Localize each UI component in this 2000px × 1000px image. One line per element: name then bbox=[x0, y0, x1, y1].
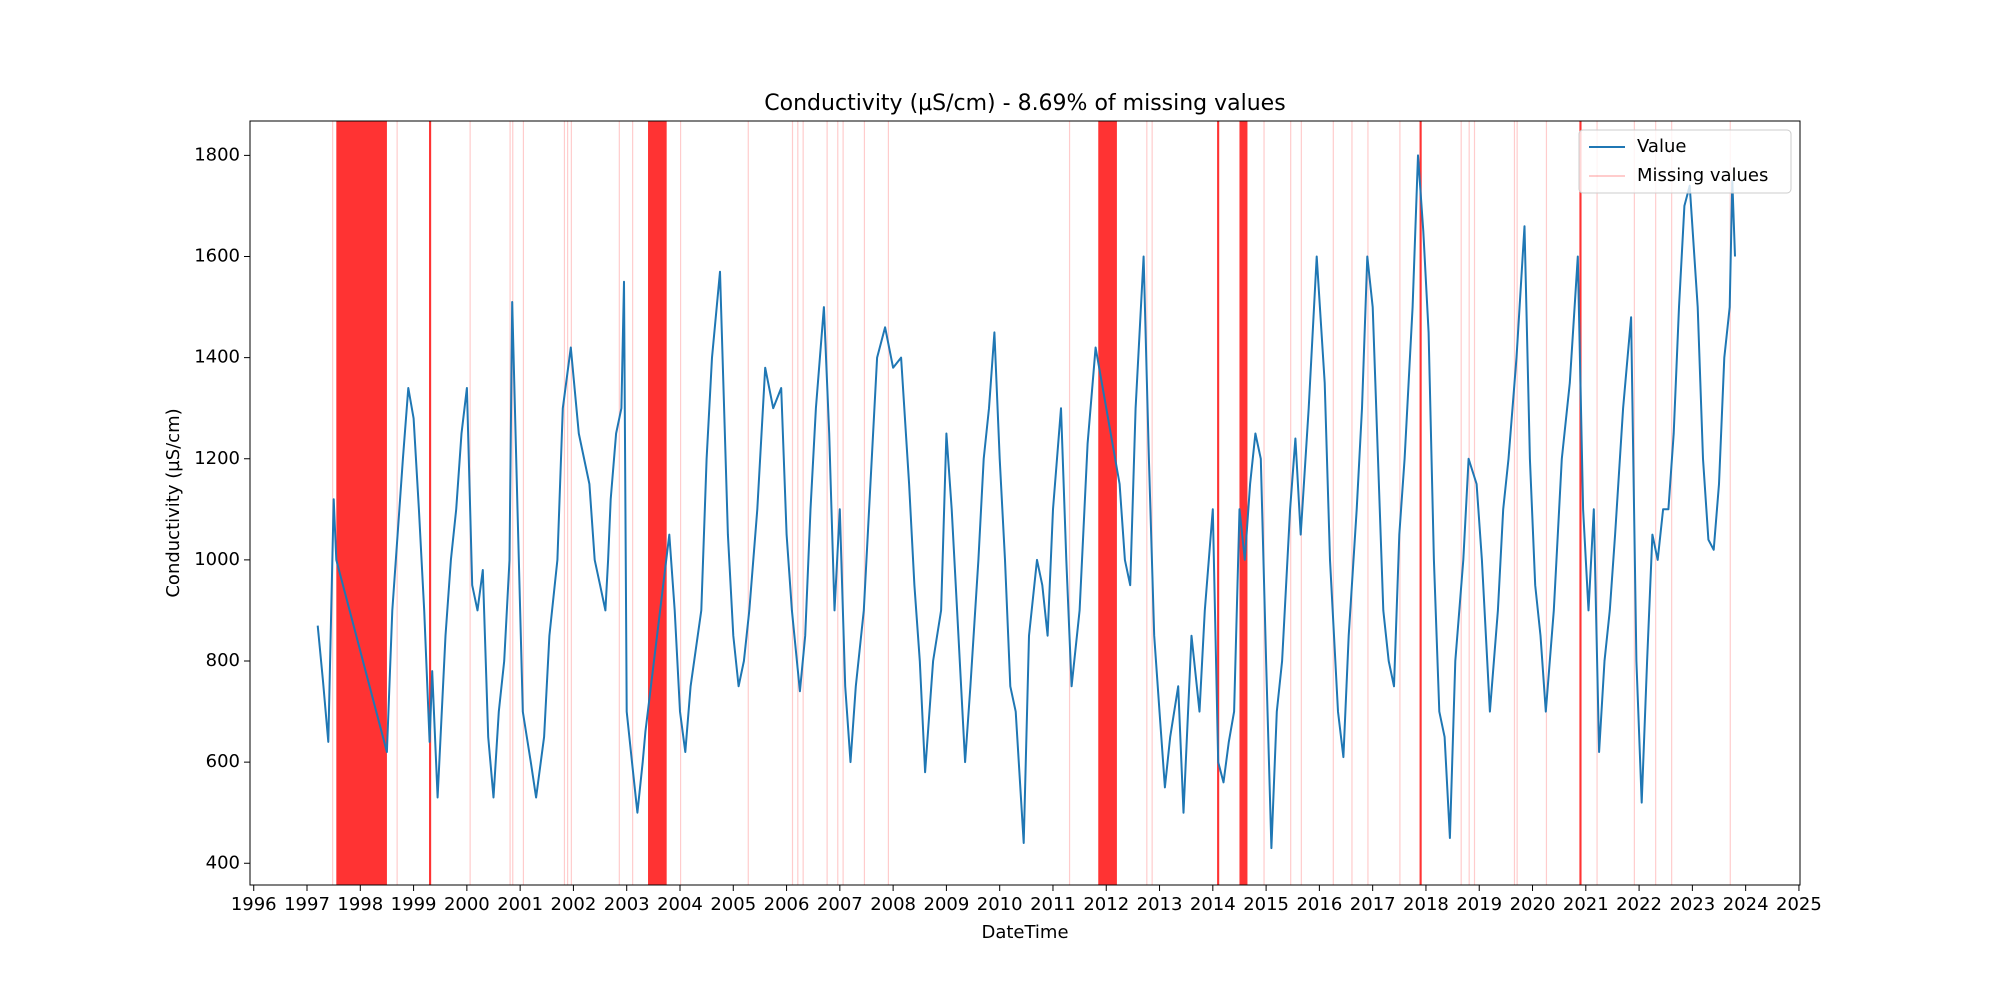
x-tick-label: 2021 bbox=[1563, 894, 1609, 915]
missing-span bbox=[1513, 121, 1516, 885]
missing-span bbox=[1655, 121, 1657, 885]
missing-span bbox=[1263, 121, 1265, 885]
x-tick-label: 2002 bbox=[551, 894, 597, 915]
missing-span bbox=[747, 121, 749, 885]
x-tick-label: 2001 bbox=[497, 894, 543, 915]
x-tick-label: 1998 bbox=[337, 894, 383, 915]
missing-span bbox=[842, 121, 844, 885]
x-tick-label: 2011 bbox=[1030, 894, 1076, 915]
missing-span bbox=[1332, 121, 1334, 885]
missing-span bbox=[1545, 121, 1548, 885]
missing-span bbox=[522, 121, 525, 885]
missing-span bbox=[1146, 121, 1148, 885]
x-tick-label: 1996 bbox=[231, 894, 277, 915]
x-tick-label: 2003 bbox=[604, 894, 650, 915]
missing-span bbox=[1399, 121, 1401, 885]
missing-span bbox=[1367, 121, 1369, 885]
missing-span bbox=[1151, 121, 1153, 885]
x-tick-label: 2013 bbox=[1137, 894, 1183, 915]
missing-span bbox=[618, 121, 620, 885]
missing-span bbox=[1596, 121, 1598, 885]
missing-span bbox=[791, 121, 794, 885]
y-tick-label: 800 bbox=[206, 650, 240, 671]
x-tick-label: 2007 bbox=[817, 894, 863, 915]
missing-span bbox=[837, 121, 839, 885]
missing-span bbox=[679, 121, 682, 885]
missing-span bbox=[567, 121, 569, 885]
missing-span bbox=[1217, 121, 1220, 885]
missing-span bbox=[797, 121, 799, 885]
missing-span bbox=[563, 121, 566, 885]
x-axis-label: DateTime bbox=[981, 922, 1068, 943]
missing-span bbox=[1419, 121, 1422, 885]
missing-span bbox=[1300, 121, 1302, 885]
legend-box bbox=[1578, 129, 1792, 194]
missing-span bbox=[648, 121, 667, 885]
x-tick-label: 2015 bbox=[1243, 894, 1289, 915]
legend-label: Value bbox=[1637, 136, 1686, 157]
x-tick-label: 1997 bbox=[284, 894, 330, 915]
x-tick-label: 2006 bbox=[764, 894, 810, 915]
x-tick-label: 2012 bbox=[1083, 894, 1129, 915]
x-tick-label: 2009 bbox=[924, 894, 970, 915]
y-tick-label: 1200 bbox=[194, 448, 240, 469]
plot-frame bbox=[249, 120, 1801, 886]
x-tick-label: 2008 bbox=[870, 894, 916, 915]
x-tick-label: 2010 bbox=[977, 894, 1023, 915]
missing-span bbox=[1671, 121, 1673, 885]
x-tick-label: 2023 bbox=[1669, 894, 1715, 915]
missing-span bbox=[1516, 121, 1518, 885]
x-tick-label: 2014 bbox=[1190, 894, 1236, 915]
missing-span bbox=[1351, 121, 1353, 885]
y-tick-label: 1000 bbox=[194, 549, 240, 570]
x-tick-label: 2005 bbox=[710, 894, 756, 915]
y-tick-label: 600 bbox=[206, 751, 240, 772]
missing-span bbox=[632, 121, 634, 885]
missing-span bbox=[336, 121, 387, 885]
missing-span bbox=[802, 121, 804, 885]
missing-span bbox=[1579, 121, 1582, 885]
x-tick-label: 2022 bbox=[1616, 894, 1662, 915]
missing-span bbox=[429, 121, 432, 885]
x-tick-label: 1999 bbox=[391, 894, 437, 915]
legend: Value Missing values bbox=[1578, 129, 1792, 194]
chart-title: Conductivity (µS/cm) - 8.69% of missing … bbox=[764, 91, 1285, 116]
legend-label: Missing values bbox=[1637, 165, 1768, 186]
y-tick-label: 400 bbox=[206, 852, 240, 873]
y-tick-label: 1800 bbox=[194, 144, 240, 165]
x-tick-label: 2019 bbox=[1456, 894, 1502, 915]
x-tick-label: 2017 bbox=[1350, 894, 1396, 915]
missing-span bbox=[1068, 121, 1071, 885]
missing-span bbox=[826, 121, 828, 885]
x-tick-label: 2025 bbox=[1776, 894, 1822, 915]
missing-span bbox=[396, 121, 398, 885]
missing-span bbox=[887, 121, 889, 885]
missing-span bbox=[1473, 121, 1476, 885]
y-axis-label: Conductivity (µS/cm) bbox=[163, 408, 184, 597]
y-tick-label: 1400 bbox=[194, 347, 240, 368]
x-tick-label: 2000 bbox=[444, 894, 490, 915]
missing-span bbox=[1460, 121, 1462, 885]
x-tick-label: 2020 bbox=[1510, 894, 1556, 915]
x-tick-label: 2016 bbox=[1296, 894, 1342, 915]
missing-span bbox=[1098, 121, 1117, 885]
missing-span bbox=[512, 121, 514, 885]
missing-span bbox=[570, 121, 572, 885]
missing-span bbox=[863, 121, 866, 885]
series-line bbox=[316, 154, 1736, 850]
x-tick-label: 2018 bbox=[1403, 894, 1449, 915]
missing-span bbox=[1468, 121, 1470, 885]
y-tick-label: 1600 bbox=[194, 246, 240, 267]
missing-span bbox=[1239, 121, 1248, 885]
x-tick-label: 2004 bbox=[657, 894, 703, 915]
missing-span bbox=[1729, 121, 1731, 885]
x-tick-label: 2024 bbox=[1723, 894, 1769, 915]
